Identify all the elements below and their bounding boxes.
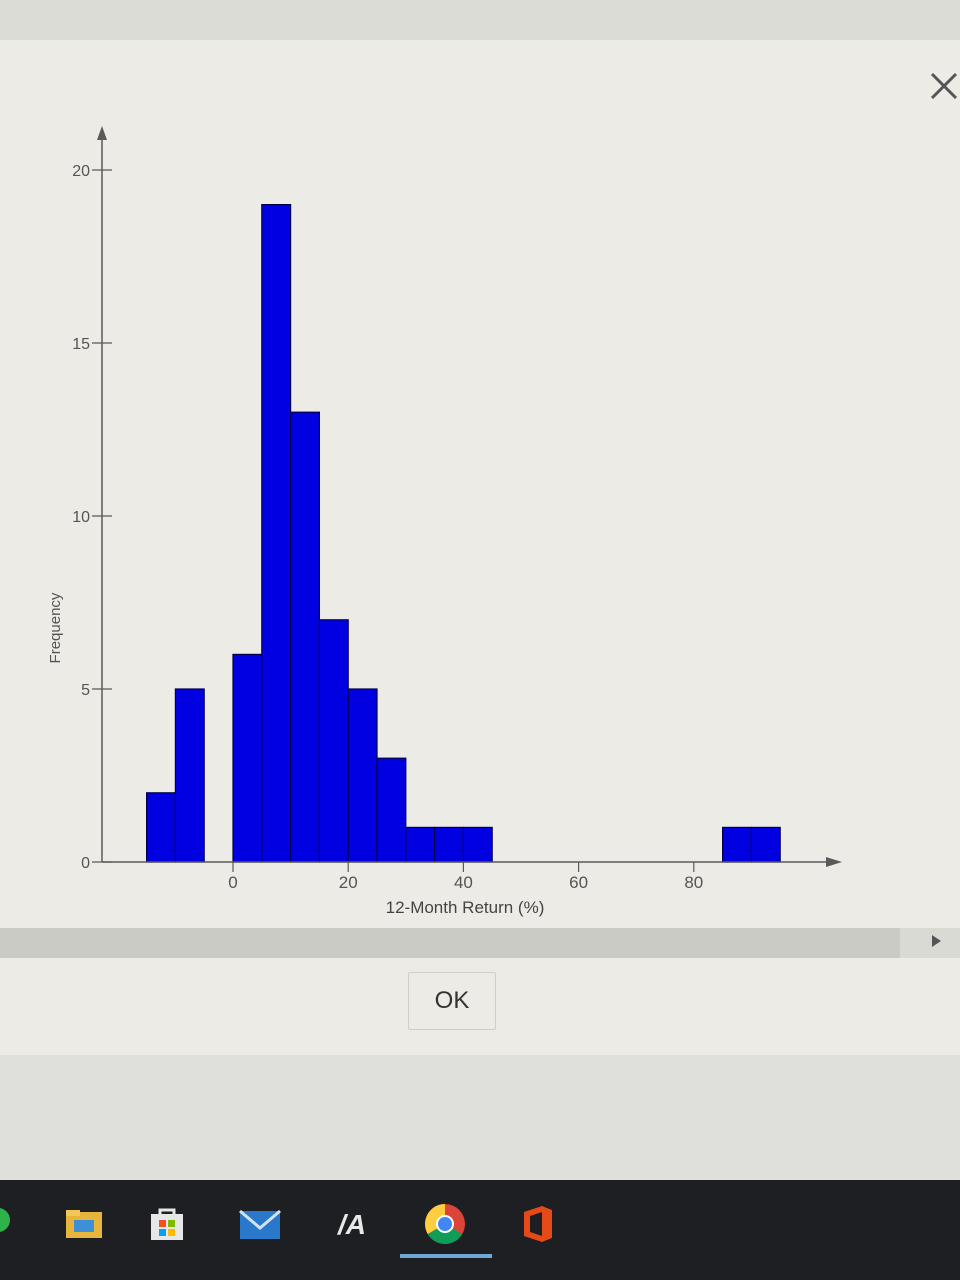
mail-icon[interactable]: [238, 1202, 282, 1246]
histogram-bar: [290, 411, 321, 863]
x-tick-label: 60: [569, 873, 588, 892]
y-tick-label: 10: [72, 509, 90, 526]
bars-layer: [146, 203, 781, 863]
scrollbar-thumb[interactable]: [0, 928, 900, 958]
active-app-indicator: [400, 1254, 492, 1258]
store-icon[interactable]: [145, 1202, 189, 1246]
file-explorer-icon[interactable]: [62, 1202, 106, 1246]
x-tick-label: 80: [684, 873, 703, 892]
histogram-bar: [318, 619, 349, 863]
y-tick-label: 5: [81, 682, 90, 699]
background-area: [0, 1055, 960, 1180]
histogram-bar: [347, 688, 378, 863]
y-tick-label: 0: [81, 855, 90, 872]
mymathlab-icon[interactable]: /A: [330, 1202, 374, 1246]
y-tick-label: 15: [72, 336, 90, 353]
ok-button[interactable]: OK: [408, 972, 496, 1030]
chrome-icon[interactable]: [423, 1202, 467, 1246]
x-axis-arrow-icon: [826, 857, 842, 867]
histogram-bar: [750, 826, 781, 863]
histogram-bar: [434, 826, 465, 863]
ticks-layer: 0 5 10 15 20 0 20 40 60 80: [72, 163, 703, 892]
window-top-strip: [0, 0, 960, 40]
histogram-bar: [462, 826, 493, 863]
histogram-bar: [232, 653, 263, 863]
x-tick-label: 20: [339, 873, 358, 892]
scroll-right-arrow-icon[interactable]: [932, 935, 941, 947]
x-axis-title: 12-Month Return (%): [386, 898, 545, 917]
y-axis-arrow-icon: [97, 126, 107, 140]
histogram-bar: [146, 792, 177, 863]
histogram-bar: [261, 203, 292, 863]
y-tick-label: 20: [72, 163, 90, 180]
status-dot-icon: [0, 1208, 10, 1232]
taskbar: /A: [0, 1180, 960, 1280]
office-icon[interactable]: [516, 1202, 560, 1246]
x-tick-label: 40: [454, 873, 473, 892]
y-axis-title: Frequency: [47, 592, 64, 663]
histogram-bar: [376, 757, 407, 863]
x-tick-label: 0: [228, 873, 237, 892]
close-icon[interactable]: [920, 62, 960, 110]
histogram-bar: [405, 826, 436, 863]
histogram-bar: [721, 826, 752, 863]
chart-dialog: [0, 40, 960, 1055]
svg-text:/A: /A: [336, 1209, 366, 1240]
histogram-bar: [174, 688, 205, 863]
horizontal-scrollbar[interactable]: [0, 928, 960, 958]
axes-layer: [97, 126, 842, 867]
histogram-chart: 0 5 10 15 20 0 20 40 60 80 12-Month Return (%) Fr…: [47, 126, 842, 917]
